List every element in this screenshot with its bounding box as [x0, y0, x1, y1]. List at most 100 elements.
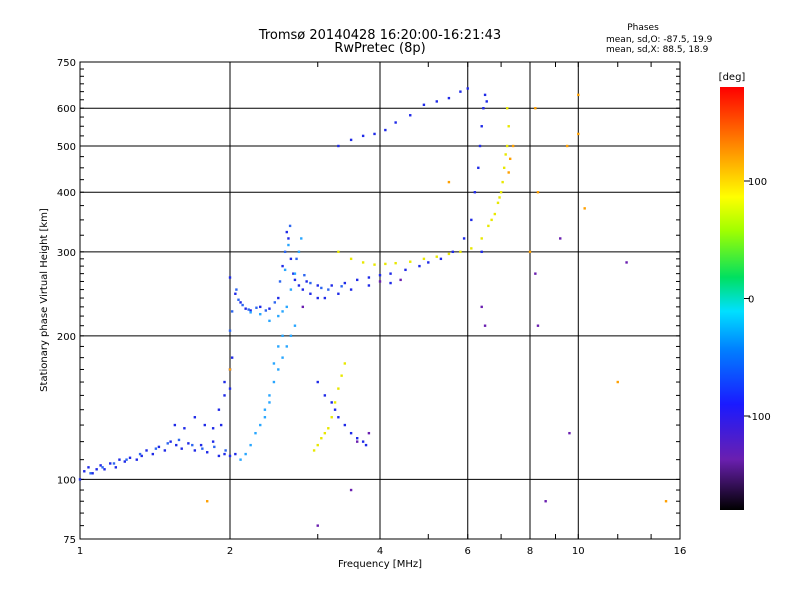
data-point [234, 452, 237, 456]
data-point [480, 305, 483, 309]
data-point [378, 273, 382, 277]
data-point [364, 443, 368, 447]
data-point [309, 292, 312, 295]
data-point [459, 250, 462, 254]
data-point [228, 329, 232, 332]
data-point [528, 250, 532, 254]
data-point [544, 500, 547, 503]
x-tick-label: 1 [77, 546, 83, 557]
data-point [288, 224, 292, 228]
data-point [217, 408, 221, 411]
data-point [173, 423, 177, 427]
data-point [355, 278, 359, 282]
data-point [87, 466, 90, 469]
data-point [320, 286, 323, 290]
data-point [483, 93, 487, 97]
data-point [327, 288, 330, 291]
data-point [223, 380, 226, 384]
data-point [254, 431, 257, 435]
data-point [128, 456, 132, 459]
data-point [507, 125, 510, 128]
data-point [103, 468, 106, 471]
data-point [361, 440, 365, 443]
data-point [487, 224, 490, 228]
data-point [281, 264, 284, 268]
data-point [140, 454, 143, 458]
colorbar-ticks: 100 0 -100 [744, 177, 771, 423]
data-point [349, 488, 353, 492]
phases-line-x: mean, sd,X: 88.5, 18.9 [606, 45, 709, 55]
data-point [268, 401, 271, 404]
data-point [490, 218, 493, 222]
data-point [409, 260, 412, 263]
data-point [297, 250, 301, 254]
data-point [323, 296, 327, 300]
data-point [565, 144, 569, 148]
data-point [483, 324, 487, 327]
data-point [293, 278, 297, 282]
data-point [337, 387, 340, 390]
phases-line-o: mean, sd,O: -87.5, 19.9 [606, 35, 713, 45]
data-point [337, 292, 340, 295]
data-point [228, 387, 232, 390]
data-point [224, 449, 227, 452]
data-point [498, 196, 501, 199]
data-point [301, 288, 305, 291]
data-point [268, 394, 271, 397]
data-point [235, 288, 238, 291]
data-point [485, 100, 488, 103]
data-point [343, 423, 347, 427]
y-axis-ticks: 75 100 200 300 400 500 600 750 [57, 58, 680, 546]
data-point [559, 237, 562, 240]
phases-heading: Phases [627, 23, 659, 33]
data-point [502, 166, 506, 170]
data-point [477, 166, 480, 170]
data-point [355, 440, 359, 443]
data-point [175, 443, 178, 447]
data-point [389, 281, 392, 285]
data-point [145, 449, 148, 452]
data-point [191, 443, 194, 447]
data-point [244, 452, 247, 456]
data-point [297, 284, 301, 287]
data-point [316, 380, 319, 384]
data-point [625, 261, 628, 264]
data-point [247, 308, 250, 311]
colorbar-label: [deg] [719, 72, 746, 83]
data-point [263, 416, 267, 419]
data-point [223, 394, 226, 397]
data-point [367, 431, 371, 435]
data-point [112, 462, 116, 465]
data-point [320, 437, 323, 440]
data-point [616, 380, 619, 384]
data-point [151, 452, 155, 456]
data-point [355, 437, 359, 440]
data-point [418, 264, 421, 268]
data-point [255, 306, 258, 309]
data-point [277, 368, 280, 371]
data-point [292, 272, 295, 275]
data-point [91, 472, 94, 475]
data-point [451, 250, 455, 254]
data-point [330, 284, 333, 287]
data-point [435, 255, 438, 258]
data-point [259, 312, 262, 316]
data-point [118, 458, 121, 461]
data-point [295, 257, 298, 261]
data-point [466, 87, 469, 90]
data-point [480, 237, 483, 240]
data-point [157, 445, 161, 449]
data-point [187, 442, 190, 445]
data-point [114, 466, 118, 469]
y-tick-label: 200 [57, 332, 76, 343]
data-point [394, 261, 397, 265]
data-point [95, 468, 98, 471]
data-point [228, 276, 232, 279]
data-point [349, 138, 353, 142]
data-point [277, 345, 280, 348]
data-point [399, 278, 402, 282]
data-point [337, 144, 340, 148]
data-point [323, 394, 327, 397]
